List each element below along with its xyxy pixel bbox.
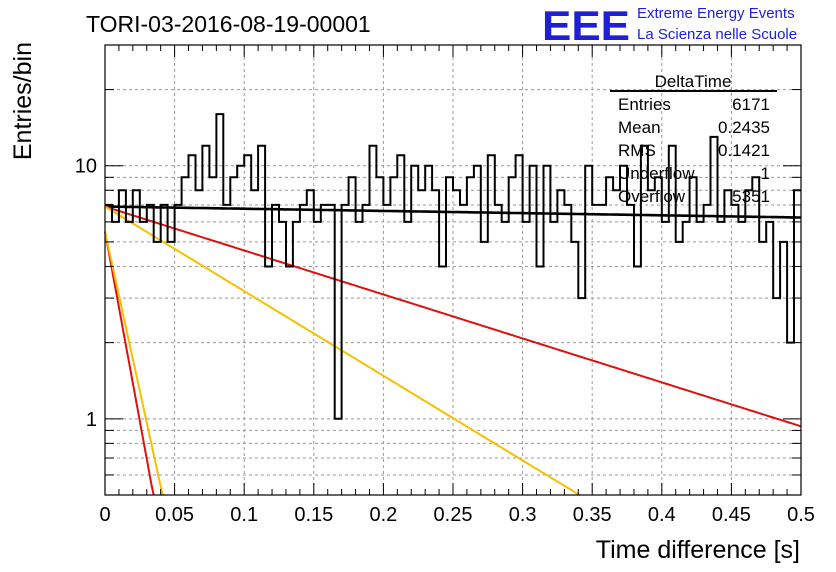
- x-tick-label: 0: [99, 504, 110, 526]
- stats-label: Overflow: [618, 187, 686, 206]
- logo-line-2: La Scienza nelle Scuole: [637, 26, 797, 43]
- x-tick-label: 0.25: [434, 504, 473, 526]
- y-tick-label: 10: [75, 156, 97, 178]
- x-tick-label: 0.4: [648, 504, 676, 526]
- x-tick-label: 0.15: [294, 504, 333, 526]
- stats-label: Entries: [618, 95, 671, 114]
- stats-value: 1: [761, 164, 770, 183]
- stats-title: DeltaTime: [655, 72, 732, 91]
- y-axis-label: Entries/bin: [9, 42, 37, 160]
- histogram-outline: [105, 113, 801, 420]
- x-tick-label: 0.1: [230, 504, 258, 526]
- stats-value: 6171: [732, 95, 770, 114]
- fit-curve-orange: [104, 231, 165, 496]
- fit-curve-red: [104, 231, 155, 496]
- x-tick-label: 0.2: [369, 504, 397, 526]
- fit-curve-red: [104, 205, 802, 428]
- y-tick-label: 1: [86, 409, 97, 431]
- stats-label: Mean: [618, 118, 661, 137]
- x-axis-label: Time difference [s]: [596, 536, 800, 564]
- fit-curve-black: [104, 205, 801, 219]
- histogram: [105, 113, 801, 420]
- x-tick-label: 0.45: [712, 504, 751, 526]
- x-tick-label: 0.05: [155, 504, 194, 526]
- grid: [105, 45, 801, 495]
- plot-frame: [104, 44, 802, 496]
- stats-value: 0.1421: [718, 141, 770, 160]
- stats-rows: Entries 6171 Mean 0.2435 RMS 0.1421 Underflow 1…: [618, 95, 770, 206]
- stats-box: DeltaTime Entries 6171 Mean 0.2435 RMS 0.1421…: [610, 72, 777, 206]
- stats-label: RMS: [618, 141, 656, 160]
- logo-line-1: Extreme Energy Events: [637, 5, 795, 22]
- eee-logo: EEE: [542, 2, 630, 49]
- plot-title: TORI-03-2016-08-19-00001: [86, 11, 371, 37]
- stats-value: 0.2435: [718, 118, 770, 137]
- axes: 0 0.05 0.1 0.15 0.2 0.25 0.3 0.35 0.4 0.45 0.5 1 10: [75, 44, 815, 526]
- x-tick-label: 0.3: [509, 504, 537, 526]
- stats-label: Underflow: [618, 164, 695, 183]
- stats-value: 5351: [732, 187, 770, 206]
- x-tick-label: 0.35: [573, 504, 612, 526]
- x-tick-label: 0.5: [787, 504, 815, 526]
